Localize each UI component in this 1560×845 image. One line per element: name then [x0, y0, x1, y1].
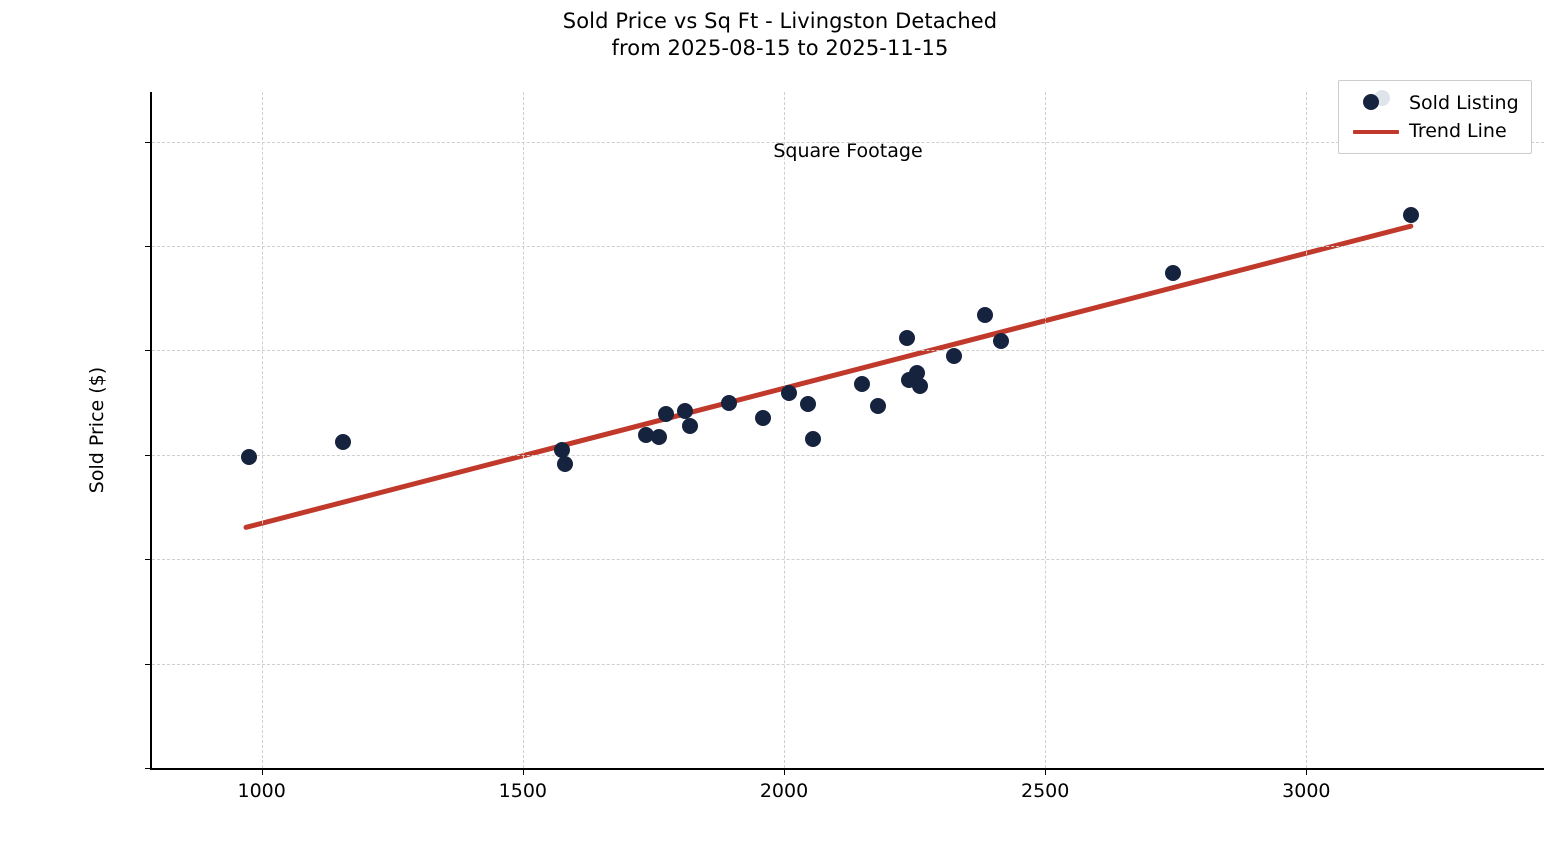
scatter-point	[854, 376, 871, 393]
y-tick-mark	[145, 245, 152, 247]
x-tick-label: 2500	[1020, 780, 1070, 802]
gridline-vertical	[1045, 92, 1047, 768]
scatter-point	[804, 431, 821, 448]
scatter-point	[637, 427, 654, 444]
scatter-point	[799, 395, 816, 412]
gridline-horizontal	[152, 350, 1544, 352]
x-tick-mark	[784, 768, 785, 775]
gridline-vertical	[522, 92, 524, 768]
x-axis-label: Square Footage	[773, 140, 923, 162]
scatter-point	[240, 449, 257, 466]
gridline-horizontal	[152, 454, 1544, 456]
gridline-horizontal	[152, 245, 1544, 247]
scatter-point	[1165, 264, 1182, 281]
chart-legend[interactable]: Sold Listing Trend Line	[1338, 80, 1532, 154]
plot-inner: 0200000400000600000800000100000012000001…	[145, 92, 1544, 802]
scatter-point	[909, 364, 926, 381]
y-tick-mark	[145, 350, 152, 352]
gridline-vertical	[261, 92, 263, 768]
x-tick-label: 1000	[237, 780, 286, 802]
y-tick-mark	[145, 768, 152, 769]
y-tick-mark	[145, 454, 152, 456]
scatter-point	[1402, 206, 1419, 223]
scatter-point	[945, 348, 962, 365]
scatter-point	[781, 385, 798, 402]
scatter-point	[870, 397, 887, 414]
scatter-point	[898, 329, 915, 346]
legend-label-sold-listing: Sold Listing	[1409, 92, 1519, 114]
y-tick-mark	[145, 559, 152, 561]
scatter-point	[755, 410, 772, 427]
scatter-point	[676, 403, 693, 420]
x-tick-mark	[1306, 768, 1308, 775]
legend-item-sold-listing[interactable]: Sold Listing	[1349, 89, 1519, 117]
scatter-point	[911, 378, 928, 395]
scatter-point	[681, 417, 698, 434]
legend-label-trend-line: Trend Line	[1409, 120, 1507, 142]
legend-marker-scatter-icon	[1349, 90, 1405, 113]
scatter-point	[334, 433, 351, 450]
x-tick-mark	[522, 768, 524, 775]
gridline-vertical	[1306, 92, 1308, 768]
plot-area: 0200000400000600000800000100000012000001…	[86, 92, 1544, 802]
gridline-horizontal	[152, 663, 1544, 665]
x-tick-label: 3000	[1282, 780, 1331, 802]
scatter-point	[556, 455, 573, 472]
legend-item-trend-line[interactable]: Trend Line	[1349, 117, 1519, 145]
y-tick-mark	[145, 141, 152, 143]
x-tick-label: 2000	[759, 780, 809, 802]
trend-line	[243, 223, 1414, 530]
y-axis-label: Sold Price ($)	[86, 366, 109, 494]
x-tick-mark	[1045, 768, 1047, 775]
scatter-point	[992, 332, 1009, 349]
x-tick-label: 1500	[498, 780, 548, 802]
scatter-point	[658, 405, 675, 422]
scatter-point	[650, 429, 667, 446]
legend-marker-line-icon	[1349, 121, 1405, 141]
trend-line-path	[243, 223, 1414, 530]
x-tick-mark	[261, 768, 263, 775]
gridline-vertical	[784, 92, 785, 768]
gridline-horizontal	[152, 559, 1544, 561]
chart-title: Sold Price vs Sq Ft - Livingston Detache…	[562, 9, 998, 60]
scatter-point	[554, 441, 571, 458]
scatter-point	[721, 395, 738, 412]
scatter-point	[977, 307, 994, 324]
y-tick-mark	[145, 663, 152, 665]
gridline-horizontal	[152, 141, 1544, 143]
